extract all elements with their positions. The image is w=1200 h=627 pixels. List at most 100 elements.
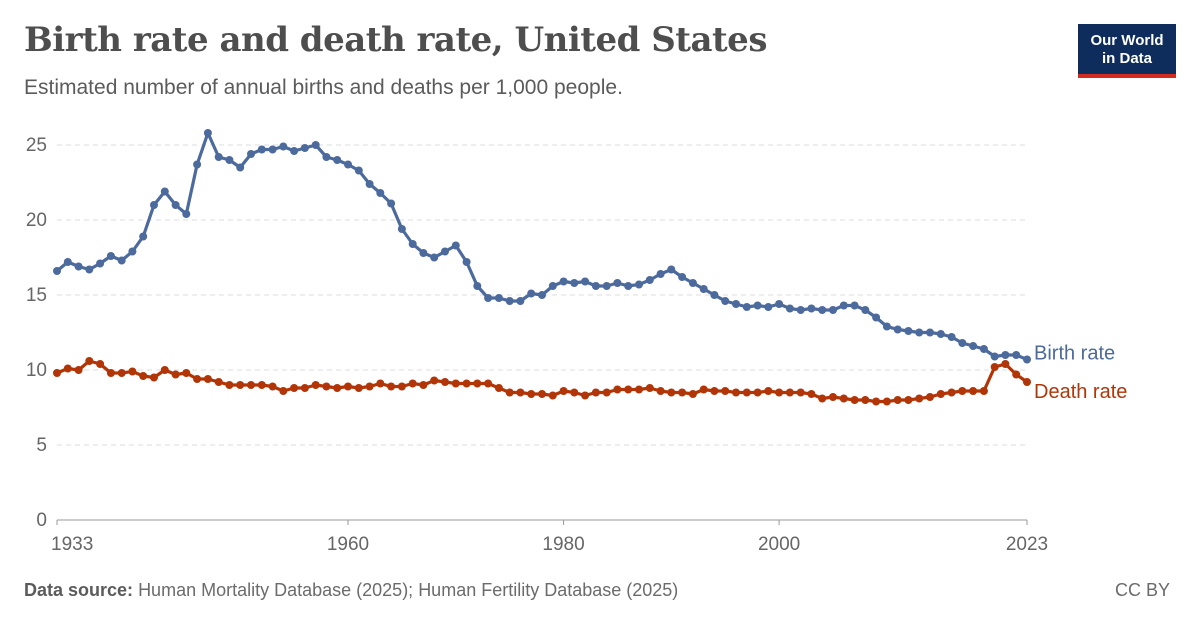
data-point [990, 363, 999, 371]
data-point [591, 282, 600, 290]
data-point [268, 382, 277, 391]
data-point [74, 262, 83, 271]
data-point [171, 370, 180, 379]
data-point [656, 387, 665, 395]
data-point [193, 160, 202, 169]
data-point [247, 381, 255, 389]
data-point [732, 300, 740, 308]
data-point [311, 141, 320, 149]
data-point [441, 378, 449, 386]
x-tick-label: 1960 [327, 534, 369, 555]
data-point [473, 282, 482, 290]
data-point [882, 322, 891, 331]
data-point [53, 267, 61, 275]
data-point [753, 388, 762, 397]
data-point [742, 303, 751, 311]
data-point [462, 379, 471, 388]
data-point [796, 306, 805, 314]
data-point [182, 210, 191, 218]
data-source-label: Data source: [24, 580, 134, 600]
data-point [106, 369, 115, 377]
data-point [354, 166, 363, 175]
data-point [484, 379, 493, 388]
data-point [128, 367, 137, 376]
data-point [236, 163, 245, 172]
data-point [602, 282, 611, 290]
data-point [63, 364, 72, 373]
data-point [290, 147, 299, 155]
data-point [785, 388, 794, 397]
data-point [764, 387, 773, 395]
data-point [160, 366, 169, 374]
data-point [85, 357, 94, 365]
data-point [699, 285, 708, 293]
data-point [635, 280, 643, 289]
data-point [96, 259, 105, 268]
y-tick-label: 20 [26, 210, 47, 231]
data-point [430, 253, 439, 262]
data-point [203, 129, 212, 137]
data-point [796, 388, 805, 397]
data-point [861, 306, 870, 314]
data-point [721, 297, 730, 305]
data-point [979, 345, 988, 353]
data-point [160, 187, 169, 196]
data-point [839, 394, 848, 403]
data-point [947, 333, 956, 341]
data-point [505, 388, 514, 397]
data-point [850, 396, 859, 404]
owid-logo[interactable]: Our World in Data [1078, 24, 1176, 78]
data-point [947, 388, 956, 397]
data-point [527, 289, 536, 298]
data-point [1023, 355, 1031, 364]
data-point [516, 388, 525, 397]
data-point [365, 180, 374, 188]
data-point [53, 369, 61, 377]
data-point [559, 277, 568, 286]
data-point [1012, 370, 1021, 379]
data-point [473, 379, 482, 388]
data-point [872, 313, 881, 322]
data-point [365, 382, 374, 391]
data-point [829, 306, 837, 314]
y-tick-label: 0 [36, 510, 47, 531]
data-point [893, 396, 902, 404]
data-point [214, 378, 223, 386]
data-point [430, 376, 439, 385]
data-point [667, 388, 676, 397]
data-point [958, 339, 967, 347]
data-point [915, 394, 924, 403]
data-point [807, 304, 816, 313]
data-point [926, 328, 934, 337]
data-point [645, 384, 654, 392]
data-point [279, 142, 288, 151]
data-point [559, 387, 568, 395]
data-point [376, 189, 385, 197]
data-point [344, 160, 352, 169]
data-point [699, 385, 708, 394]
data-point [236, 381, 245, 389]
data-point [290, 384, 299, 392]
data-point [688, 279, 697, 287]
data-point [613, 385, 622, 394]
data-point [839, 301, 848, 310]
data-point [408, 379, 417, 388]
data-point [721, 387, 730, 395]
data-point [106, 252, 115, 260]
data-point [548, 391, 557, 400]
data-point [915, 328, 924, 337]
data-point [419, 249, 428, 257]
data-point [257, 381, 266, 389]
data-point [635, 385, 643, 394]
data-point [225, 381, 234, 389]
data-point [139, 232, 148, 241]
data-point [333, 384, 342, 392]
data-point [979, 387, 988, 395]
axes: 0 5 10 15 20 25 1933 1960 1980 2000 2023 [26, 135, 1048, 555]
data-point [408, 240, 417, 248]
series-line [55, 131, 1029, 362]
data-point [775, 300, 784, 308]
license-label[interactable]: CC BY [1114, 580, 1170, 600]
logo-line-2: in Data [1101, 50, 1152, 67]
x-tick-label: 1980 [542, 534, 584, 555]
